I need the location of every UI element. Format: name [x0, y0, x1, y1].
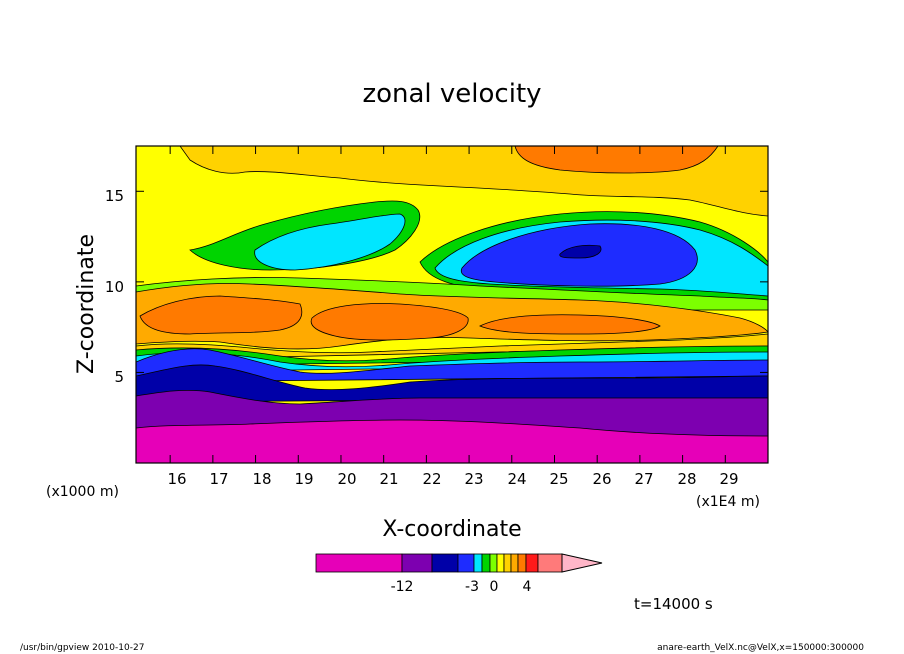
band-orange-top [514, 146, 719, 174]
colorbar-cell [473, 553, 483, 573]
band-orange-mid [310, 303, 469, 341]
colorbar-cell [401, 553, 433, 573]
x-tick-label: 22 [422, 470, 441, 488]
band-green-bottom [136, 345, 768, 367]
x-tick-label: 29 [719, 470, 738, 488]
x-tick-label: 24 [507, 470, 526, 488]
footer-left: /usr/bin/gpview 2010-10-27 [20, 643, 144, 653]
colorbar-tick-label: 0 [490, 579, 499, 595]
colorbar-cell [496, 553, 505, 573]
chart-title: zonal velocity [362, 79, 541, 109]
colorbar-cell [510, 553, 519, 573]
colorbar-cell [431, 553, 459, 573]
plot-frame [135, 145, 769, 464]
x-tick-label: 21 [379, 470, 398, 488]
colorbar-cell [525, 553, 539, 573]
colorbar-tick-label: 4 [523, 579, 532, 595]
band-cyan-bottom [136, 351, 768, 373]
x-tick-label: 27 [634, 470, 653, 488]
x-tick-label: 25 [549, 470, 568, 488]
colorbar-cell [481, 553, 491, 573]
band-gold-lower [136, 333, 768, 361]
x-tick-label: 18 [252, 470, 271, 488]
colorbar-cell [315, 553, 403, 573]
y-unit-label: (x1000 m) [46, 484, 119, 500]
colorbar-tick-label: -3 [465, 579, 479, 595]
x-tick-label: 19 [294, 470, 313, 488]
colorbar-cells [315, 553, 563, 573]
y-tick-label: 10 [105, 278, 124, 296]
colorbar-tick-label: -12 [391, 579, 414, 595]
band-magenta [136, 419, 768, 463]
band-blue-bottom [136, 348, 768, 383]
time-annotation: t=14000 s [634, 595, 713, 613]
colorbar-cell [457, 553, 475, 573]
x-tick-label: 28 [677, 470, 696, 488]
x-tick-marks [169, 146, 726, 463]
colorbar-cell [503, 553, 512, 573]
contour-field [136, 146, 768, 463]
colorbar: -12 -3 0 4 [315, 553, 603, 595]
band-navy-core [559, 244, 602, 259]
x-tick-labels: 16 17 18 19 20 21 22 23 24 25 26 27 28 2… [167, 470, 738, 488]
band-orange-left [139, 295, 303, 335]
band-orange-right [479, 314, 661, 335]
x-tick-label: 26 [592, 470, 611, 488]
y-tick-marks [136, 190, 768, 373]
x-axis-title: X-coordinate [382, 517, 521, 542]
band-navy-bottom [136, 364, 768, 403]
x-tick-label: 17 [209, 470, 228, 488]
y-tick-label: 15 [105, 187, 124, 205]
colorbar-cell [537, 553, 563, 573]
band-cyan-left [254, 213, 406, 271]
x-tick-label: 16 [167, 470, 186, 488]
colorbar-cell [489, 553, 498, 573]
x-tick-label: 23 [464, 470, 483, 488]
footer-right: anare-earth_VelX.nc@VelX,x=150000:300000 [657, 643, 864, 653]
colorbar-arrow [561, 553, 603, 573]
y-tick-labels: 5 10 15 [105, 187, 124, 386]
y-tick-label: 5 [114, 368, 124, 386]
colorbar-cell [517, 553, 527, 573]
y-axis-title: Z-coordinate [74, 234, 99, 374]
x-unit-label: (x1E4 m) [696, 494, 760, 510]
x-tick-label: 20 [337, 470, 356, 488]
